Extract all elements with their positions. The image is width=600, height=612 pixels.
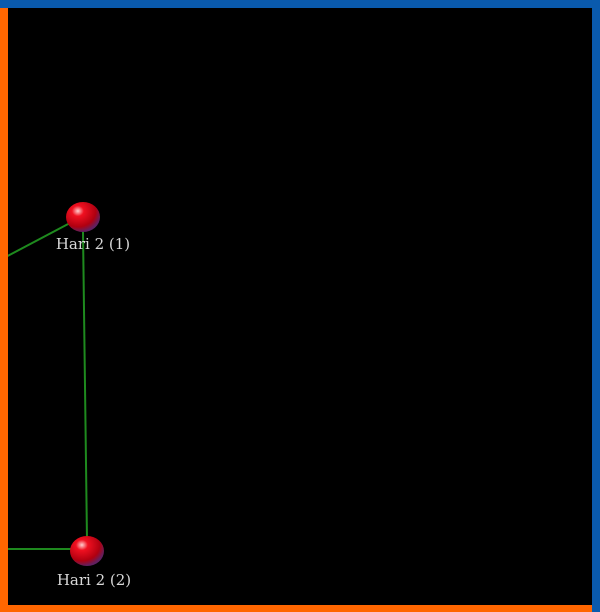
edge-node-1-to-node-2: [82, 231, 88, 541]
left-border: [0, 8, 8, 612]
edge-left-to-node-1: [0, 222, 71, 261]
node-2-sphere[interactable]: [70, 536, 104, 566]
right-border: [592, 0, 600, 612]
node-1-label: Hari 2 (1): [55, 235, 131, 253]
node-1-sphere[interactable]: [66, 202, 100, 232]
top-border: [0, 0, 600, 8]
bottom-border: [0, 605, 592, 612]
node-2-label: Hari 2 (2): [56, 571, 132, 589]
